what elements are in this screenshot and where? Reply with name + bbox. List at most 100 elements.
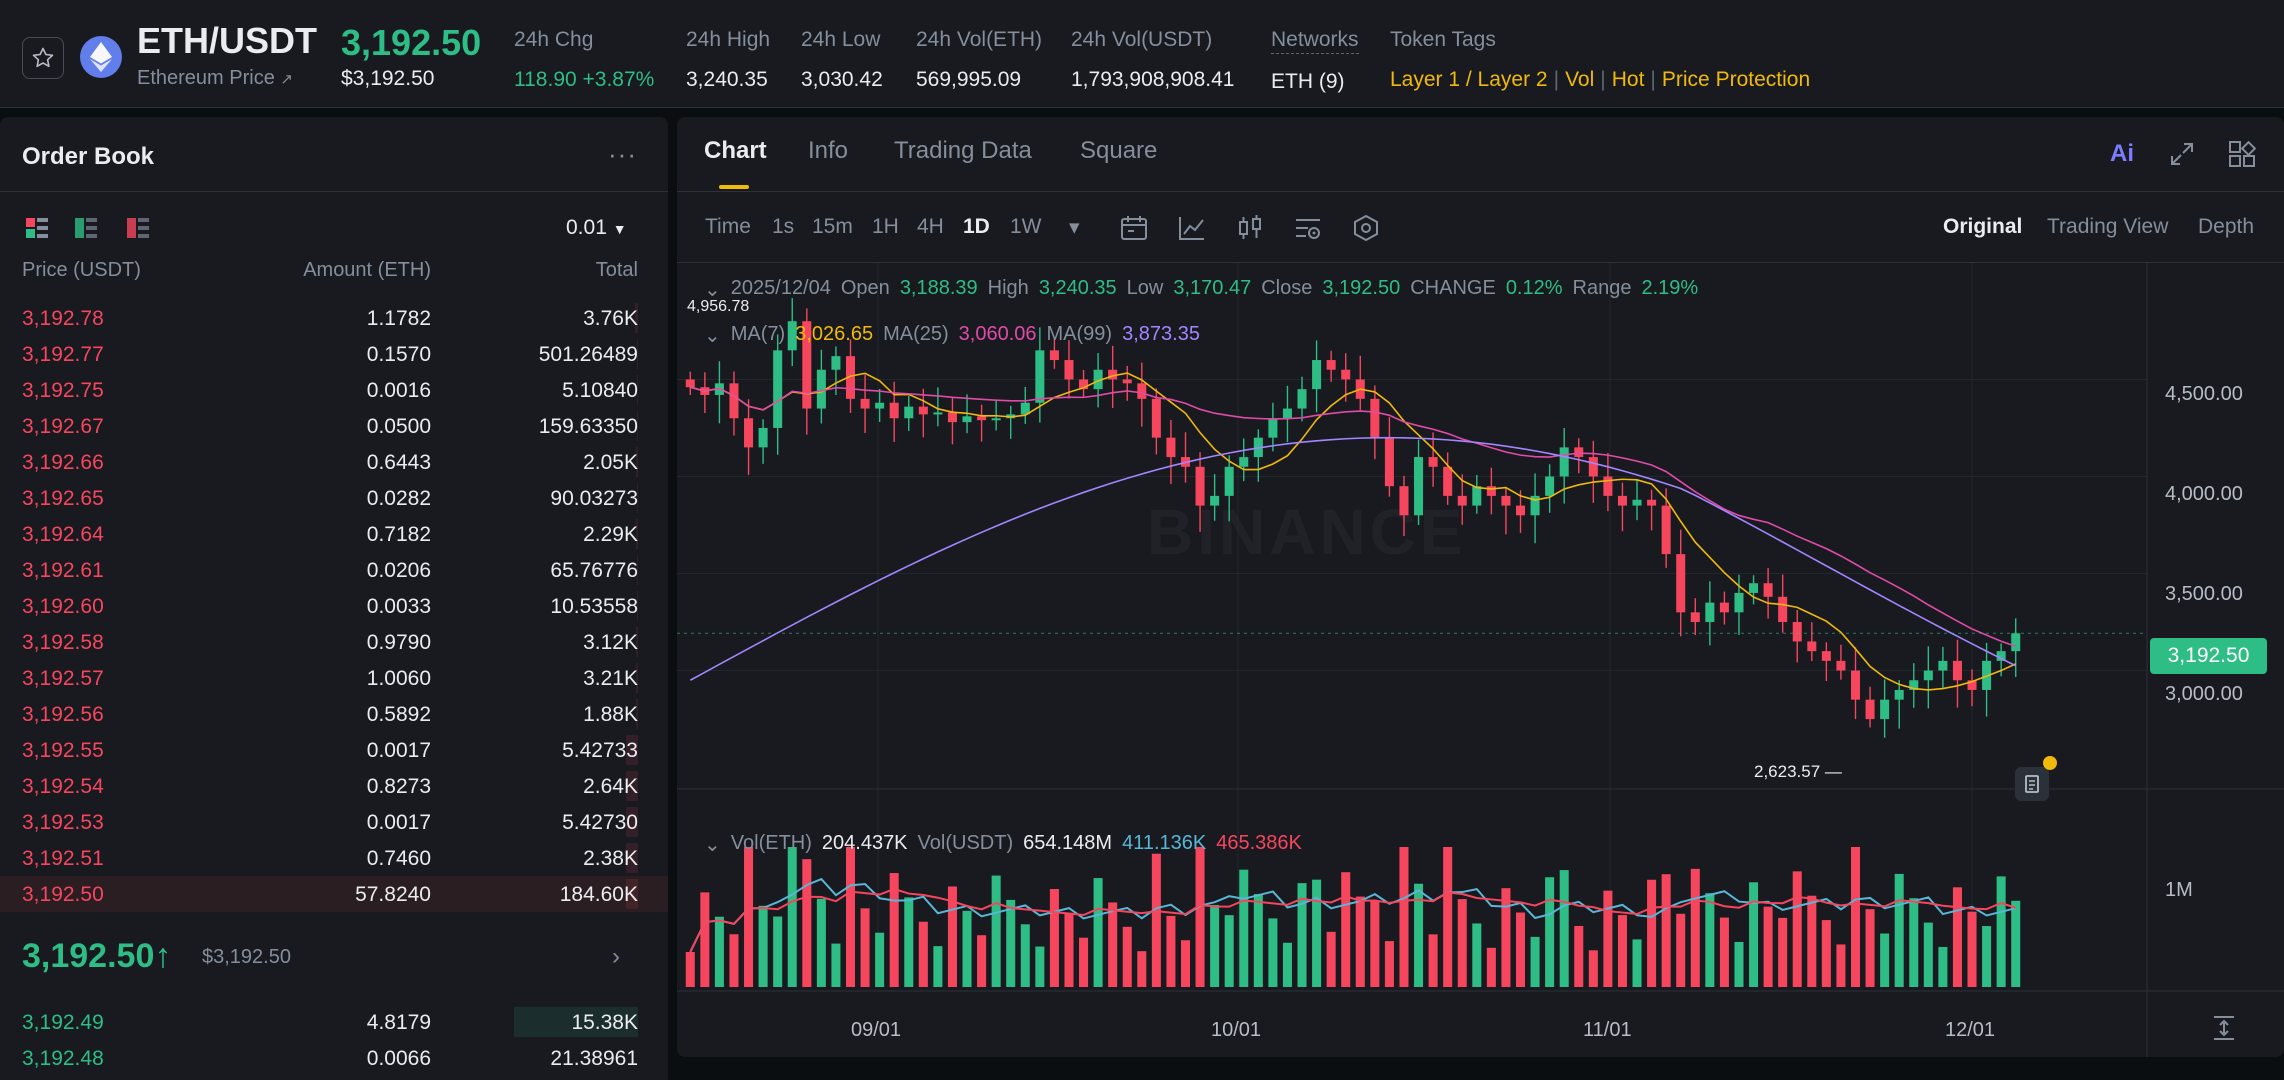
ai-icon[interactable]: Ai (2110, 140, 2134, 167)
candle (1282, 408, 1292, 419)
chevron-right-icon[interactable]: › (612, 943, 620, 970)
volume-bar (1268, 918, 1278, 987)
candle (1035, 350, 1045, 403)
tag-vol[interactable]: Vol (1565, 68, 1595, 91)
ask-row[interactable]: 3,192.66 0.6443 2.05K (0, 444, 668, 480)
bid-row[interactable]: 3,192.48 0.0066 21.38961 (0, 1040, 668, 1076)
stat-networks[interactable]: Networks ETH (9) (1271, 28, 1359, 94)
ask-row[interactable]: 3,192.56 0.5892 1.88K (0, 696, 668, 732)
interval-1d[interactable]: 1D (963, 215, 990, 238)
volume-bar (1049, 889, 1059, 987)
candle (1894, 689, 1904, 700)
candle (1428, 457, 1438, 467)
candle (1705, 602, 1715, 623)
row-price: 3,192.64 (22, 523, 104, 546)
interval-1h[interactable]: 1H (872, 215, 899, 238)
layout-grid-icon[interactable] (2227, 139, 2257, 169)
candle (1938, 660, 1948, 671)
volume-bar (773, 916, 783, 987)
volume-bar (1705, 893, 1715, 987)
depth-bar (635, 627, 638, 657)
ask-row[interactable]: 3,192.61 0.0206 65.76776 (0, 552, 668, 588)
ask-row[interactable]: 3,192.67 0.0500 159.63350 (0, 408, 668, 444)
ask-row[interactable]: 3,192.60 0.0033 10.53558 (0, 588, 668, 624)
stat-label: 24h Low (801, 28, 881, 51)
interval-more-dropdown[interactable]: ▾ (1069, 216, 1080, 239)
tab-square[interactable]: Square (1080, 137, 1158, 164)
candle (860, 398, 870, 409)
volume-bar (744, 847, 754, 987)
interval-15m[interactable]: 15m (812, 215, 853, 238)
view-bids-icon[interactable] (75, 218, 97, 238)
ask-row[interactable]: 3,192.51 0.7460 2.38K (0, 840, 668, 876)
candle (1923, 670, 1933, 681)
view-both-icon[interactable] (26, 218, 48, 238)
precision-select[interactable]: 0.01 ▼ (566, 216, 627, 240)
depth-bar (637, 375, 638, 405)
auto-scale-icon[interactable] (2209, 1013, 2239, 1043)
volume-bar (889, 873, 899, 987)
volume-bar (1836, 944, 1846, 987)
candle (1457, 495, 1467, 506)
interval-time[interactable]: Time (705, 215, 751, 238)
volume-bar (1108, 902, 1118, 987)
ask-row[interactable]: 3,192.50 57.8240 184.60K (0, 876, 668, 912)
row-amount: 0.0500 (366, 415, 431, 438)
view-asks-icon[interactable] (127, 218, 149, 238)
tab-trading-data[interactable]: Trading Data (894, 137, 1032, 164)
volume-bar (1734, 941, 1744, 987)
collapse-chevron-icon[interactable]: ⌄ (704, 325, 721, 347)
indicator-line-icon[interactable] (1177, 214, 1207, 242)
collapse-chevron-icon[interactable]: ⌄ (704, 834, 721, 856)
volume-bar (1763, 906, 1773, 987)
ask-row[interactable]: 3,192.75 0.0016 5.10840 (0, 372, 668, 408)
tab-chart[interactable]: Chart (704, 137, 767, 164)
volume-bar (1938, 946, 1948, 987)
mid-price-row[interactable]: 3,192.50↑ $3,192.50 › (22, 937, 642, 997)
settings-sliders-icon[interactable] (1293, 214, 1323, 242)
view-original[interactable]: Original (1943, 215, 2023, 238)
ask-row[interactable]: 3,192.65 0.0282 90.03273 (0, 480, 668, 516)
hexagon-settings-icon[interactable] (1351, 214, 1381, 242)
ma25-line (690, 386, 2016, 648)
candle-type-icon[interactable] (1235, 214, 1265, 242)
candle (933, 412, 943, 415)
ask-row[interactable]: 3,192.53 0.0017 5.42730 (0, 804, 668, 840)
ask-row[interactable]: 3,192.64 0.7182 2.29K (0, 516, 668, 552)
tag-hot[interactable]: Hot (1611, 68, 1645, 91)
ask-row[interactable]: 3,192.58 0.9790 3.12K (0, 624, 668, 660)
volume-bar (1545, 877, 1555, 987)
ask-row[interactable]: 3,192.55 0.0017 5.42733 (0, 732, 668, 768)
view-trading-view[interactable]: Trading View (2047, 215, 2169, 238)
pair-title[interactable]: ETH/USDT (137, 20, 317, 61)
tag-price-protection[interactable]: Price Protection (1661, 68, 1811, 91)
bid-row[interactable]: 3,192.49 4.8179 15.38K (0, 1004, 668, 1040)
calendar-icon[interactable] (1119, 214, 1149, 242)
candle (918, 406, 928, 415)
favorite-button[interactable] (22, 37, 64, 79)
interval-1s[interactable]: 1s (772, 215, 795, 238)
collapse-chevron-icon[interactable]: ⌄ (704, 279, 721, 301)
ask-row[interactable]: 3,192.54 0.8273 2.64K (0, 768, 668, 804)
volume-bar (904, 897, 914, 987)
volume-bar (700, 892, 710, 987)
tab-info[interactable]: Info (808, 137, 849, 164)
vol-usdt-value: 654.148M (1023, 832, 1113, 854)
depth-bar (625, 771, 638, 801)
expand-icon[interactable] (2167, 139, 2197, 169)
depth-bar (636, 339, 638, 369)
row-price: 3,192.55 (22, 739, 104, 762)
interval-1w[interactable]: 1W (1010, 215, 1042, 238)
ask-row[interactable]: 3,192.78 1.1782 3.76K (0, 300, 668, 336)
interval-4h[interactable]: 4H (917, 215, 944, 238)
view-depth[interactable]: Depth (2198, 215, 2255, 238)
chart-note-button[interactable] (2015, 767, 2049, 801)
ask-row[interactable]: 3,192.57 1.0060 3.21K (0, 660, 668, 696)
candlestick-chart[interactable] (677, 263, 2284, 1057)
more-options-icon[interactable]: ··· (608, 139, 637, 169)
tag-layer[interactable]: Layer 1 / Layer 2 (1390, 68, 1548, 91)
volume-bar (1865, 909, 1875, 987)
pair-subtitle-link[interactable]: Ethereum Price ↗ (137, 67, 293, 90)
stat-label: Networks (1271, 28, 1359, 54)
ask-row[interactable]: 3,192.77 0.1570 501.26489 (0, 336, 668, 372)
